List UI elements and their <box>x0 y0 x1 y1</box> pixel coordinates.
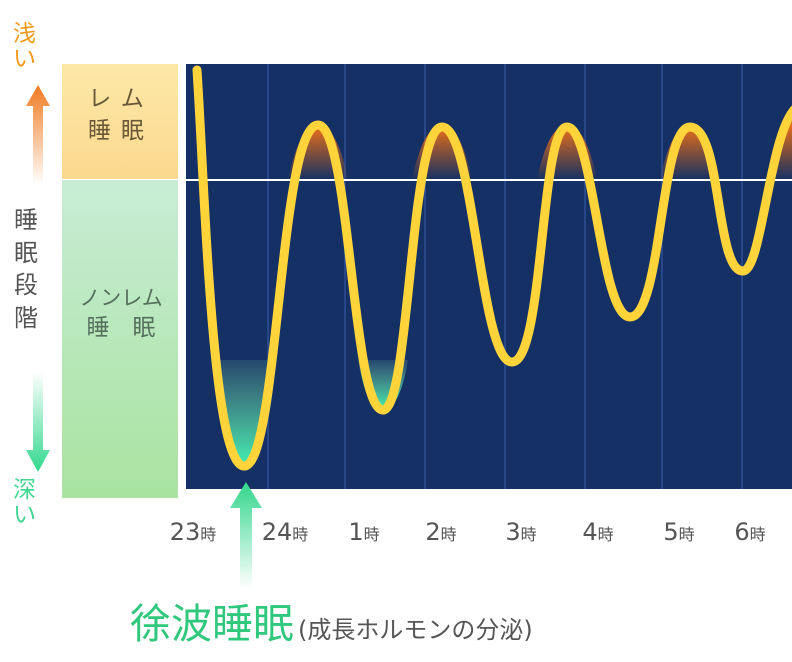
deep-label: 深い <box>13 478 36 528</box>
y-axis-title-char: 段 <box>14 271 38 300</box>
x-tick-label: 23時 <box>170 518 217 546</box>
x-tick-hour: 1 <box>348 518 364 546</box>
y-axis-title-char: 睡 <box>14 206 38 234</box>
annotation-main: 徐波睡眠 <box>130 600 294 648</box>
deep-label-char: 深 <box>13 477 36 503</box>
nrem-label-line2: 睡 眠 <box>86 314 156 341</box>
slow-wave-arrow-icon <box>230 482 262 588</box>
y-axis-title: 睡眠段階 <box>14 204 38 335</box>
gridlines <box>267 64 743 489</box>
annotation: 徐波睡眠 (成長ホルモンの分泌) <box>130 590 533 650</box>
annotation-sub: (成長ホルモンの分泌) <box>298 616 533 644</box>
rem-label-line2: 睡眠 <box>88 117 154 144</box>
x-tick-hour: 4 <box>582 518 598 546</box>
x-tick-unit: 時 <box>200 525 217 544</box>
nrem-band <box>62 180 178 498</box>
nrem-label-line1: ノンレム <box>79 286 163 310</box>
nrem-band-label: ノンレム 睡 眠 <box>62 284 180 345</box>
y-axis-title-char: 階 <box>14 303 38 332</box>
shallow-label-char: い <box>13 45 36 72</box>
shallow-label-char: 浅 <box>13 21 36 47</box>
x-tick-label: 6時 <box>734 518 765 546</box>
arrow-up-icon <box>26 85 50 185</box>
arrow-down-icon <box>26 372 50 472</box>
shallow-label: 浅い <box>13 22 36 72</box>
x-tick-label: 3時 <box>505 518 536 546</box>
rem-label-line1: レム <box>88 86 154 112</box>
x-tick-unit: 時 <box>520 525 537 544</box>
rem-band-label: レム 睡眠 <box>62 84 180 147</box>
x-tick-hour: 2 <box>425 518 441 546</box>
x-tick-hour: 23 <box>169 518 201 546</box>
x-tick-unit: 時 <box>292 525 309 544</box>
x-tick-unit: 時 <box>363 525 380 544</box>
sleep-depth-curve <box>192 65 792 471</box>
x-tick-unit: 時 <box>440 525 457 544</box>
x-tick-label: 1時 <box>348 518 379 546</box>
y-axis-title-char: 眠 <box>14 238 38 267</box>
x-tick-hour: 5 <box>663 518 679 546</box>
x-tick-hour: 24 <box>261 518 293 546</box>
x-tick-label: 24時 <box>262 518 309 546</box>
x-tick-unit: 時 <box>597 525 614 544</box>
x-tick-hour: 6 <box>734 518 750 546</box>
x-tick-label: 2時 <box>425 518 456 546</box>
x-tick-label: 5時 <box>663 518 694 546</box>
rem-band <box>62 64 178 179</box>
x-tick-unit: 時 <box>749 525 766 544</box>
x-tick-label: 4時 <box>582 518 613 546</box>
x-tick-unit: 時 <box>678 525 695 544</box>
x-tick-hour: 3 <box>505 518 521 546</box>
deep-label-char: い <box>13 501 36 528</box>
